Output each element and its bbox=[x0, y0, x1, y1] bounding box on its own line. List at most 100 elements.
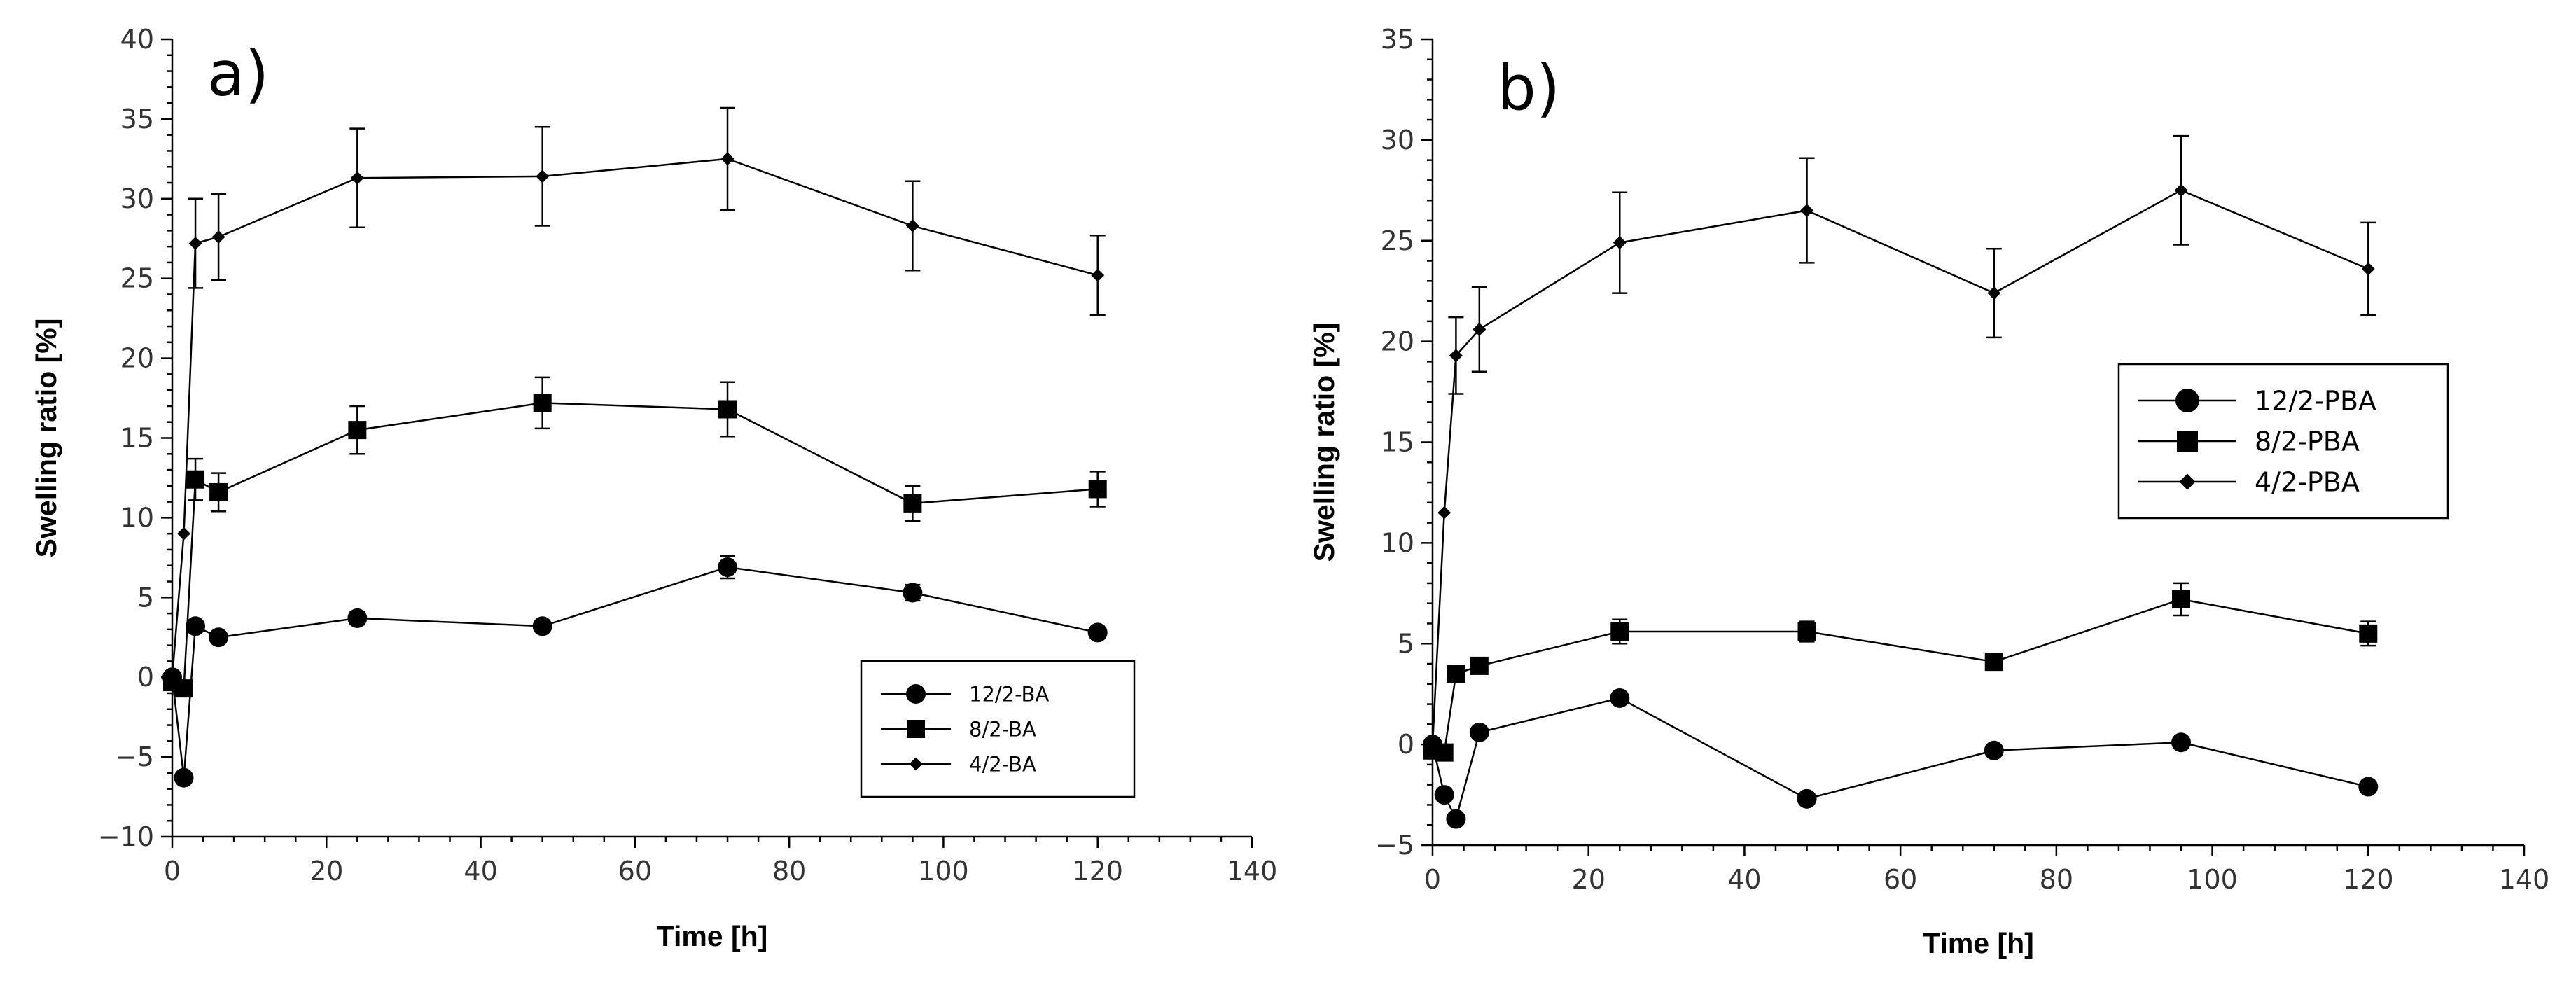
legend-label: 12/2-BA bbox=[969, 682, 1049, 706]
series-12/2-PBA bbox=[1423, 688, 2379, 829]
series-line bbox=[172, 402, 1098, 690]
legend-marker bbox=[906, 684, 926, 704]
legend-label: 4/2-BA bbox=[969, 752, 1036, 776]
x-axis-label: Time [h] bbox=[1923, 927, 2034, 959]
data-point bbox=[1797, 788, 1817, 809]
data-point bbox=[2174, 183, 2188, 197]
panel-label: a) bbox=[207, 38, 269, 110]
y-tick-label: 0 bbox=[1398, 729, 1414, 760]
x-tick-label: 140 bbox=[2499, 864, 2550, 895]
y-tick-label: 20 bbox=[1381, 326, 1414, 357]
x-tick-label: 60 bbox=[618, 856, 652, 886]
data-point bbox=[718, 557, 738, 578]
data-point bbox=[1437, 506, 1451, 520]
x-tick-label: 140 bbox=[1227, 856, 1278, 886]
data-point bbox=[1469, 722, 1489, 742]
legend-marker bbox=[2179, 473, 2196, 490]
data-point bbox=[348, 421, 367, 440]
data-point bbox=[2359, 624, 2378, 643]
y-tick-label: 10 bbox=[120, 502, 154, 533]
legend: 12/2-BA 8/2-BA 4/2-BA bbox=[860, 660, 1136, 798]
data-point bbox=[1984, 653, 2003, 672]
x-tick-label: 80 bbox=[772, 856, 806, 886]
data-point bbox=[211, 230, 225, 244]
y-tick-label: 30 bbox=[1381, 125, 1414, 155]
legend-marker bbox=[2175, 389, 2199, 412]
data-point bbox=[174, 679, 193, 698]
data-point bbox=[1088, 480, 1107, 499]
legend-label: 8/2-BA bbox=[969, 717, 1036, 741]
data-point bbox=[1984, 740, 2004, 760]
x-tick-label: 40 bbox=[464, 856, 497, 886]
data-point bbox=[1797, 622, 1816, 641]
x-axis-label: Time [h] bbox=[657, 920, 768, 952]
x-tick-label: 100 bbox=[918, 856, 969, 886]
y-axis-label: Swelling ratio [%] bbox=[1308, 323, 1340, 562]
legend-marker bbox=[2177, 431, 2198, 452]
data-point bbox=[718, 400, 737, 419]
x-tick-label: 100 bbox=[2187, 864, 2238, 895]
y-tick-label: 15 bbox=[1381, 427, 1414, 458]
data-point bbox=[209, 627, 229, 648]
series-line bbox=[171, 158, 1099, 678]
x-tick-label: 20 bbox=[309, 856, 343, 886]
y-tick-label: −10 bbox=[98, 821, 154, 852]
data-point bbox=[1987, 286, 2001, 300]
data-point bbox=[2172, 590, 2191, 608]
legend-marker bbox=[909, 757, 923, 771]
data-point bbox=[903, 583, 923, 603]
y-tick-label: 5 bbox=[137, 582, 154, 613]
y-tick-label: 25 bbox=[1381, 225, 1414, 256]
x-tick-label: 80 bbox=[2040, 864, 2073, 895]
series-line bbox=[1432, 598, 2369, 754]
series-4/2-PBA bbox=[1426, 134, 2376, 751]
data-point bbox=[347, 608, 368, 628]
data-point bbox=[1449, 349, 1463, 363]
y-tick-label: −5 bbox=[1375, 830, 1414, 861]
series-line bbox=[1431, 697, 2369, 822]
data-point bbox=[1091, 268, 1105, 282]
x-tick-label: 60 bbox=[1884, 864, 1917, 895]
x-tick-label: 0 bbox=[1424, 864, 1441, 895]
data-point bbox=[1613, 236, 1627, 250]
y-tick-label: −5 bbox=[115, 742, 154, 772]
data-point bbox=[186, 616, 206, 636]
data-point bbox=[905, 219, 919, 232]
data-point bbox=[1447, 665, 1465, 683]
x-tick-label: 20 bbox=[1572, 864, 1606, 895]
panel-label: b) bbox=[1497, 52, 1560, 124]
y-tick-label: 5 bbox=[1398, 628, 1414, 659]
data-point bbox=[174, 767, 194, 788]
data-point bbox=[1470, 656, 1489, 675]
data-point bbox=[532, 616, 552, 636]
y-tick-label: 35 bbox=[1381, 24, 1414, 55]
data-point bbox=[350, 171, 364, 185]
data-point bbox=[2361, 262, 2375, 276]
series-8/2-BA bbox=[163, 376, 1107, 698]
data-point bbox=[188, 237, 202, 251]
y-tick-label: 30 bbox=[120, 183, 154, 214]
x-tick-label: 40 bbox=[1727, 864, 1761, 895]
data-point bbox=[1610, 622, 1629, 641]
data-point bbox=[1434, 785, 1454, 805]
data-point bbox=[720, 152, 734, 166]
data-point bbox=[1087, 622, 1108, 643]
data-point bbox=[177, 527, 190, 541]
data-point bbox=[533, 394, 552, 412]
data-point bbox=[1426, 737, 1440, 751]
data-point bbox=[903, 494, 922, 513]
legend-label: 12/2-PBA bbox=[2255, 386, 2376, 417]
legend: 12/2-PBA 8/2-PBA 4/2-PBA bbox=[2117, 363, 2449, 520]
data-point bbox=[209, 482, 228, 501]
data-point bbox=[1473, 322, 1487, 336]
series-4/2-BA bbox=[165, 106, 1106, 684]
x-tick-label: 120 bbox=[2343, 864, 2394, 895]
legend-label: 8/2-PBA bbox=[2255, 426, 2360, 457]
y-tick-label: 15 bbox=[120, 423, 154, 454]
data-point bbox=[2358, 777, 2379, 797]
y-tick-label: 10 bbox=[1381, 527, 1414, 558]
data-point bbox=[1800, 204, 1813, 218]
data-point bbox=[186, 470, 205, 489]
data-point bbox=[1610, 688, 1630, 708]
